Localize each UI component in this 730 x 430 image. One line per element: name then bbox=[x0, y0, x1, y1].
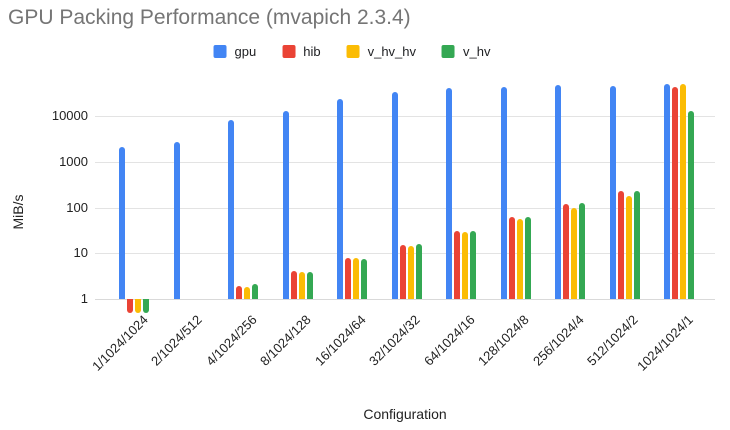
y-axis-title-text: MiB/s bbox=[10, 194, 26, 230]
x-tick-label-6: 64/1024/16 bbox=[420, 312, 478, 369]
bar-v_hv-0[interactable] bbox=[143, 299, 149, 313]
legend-item-gpu[interactable]: gpu bbox=[213, 44, 257, 59]
x-tick-label-8: 256/1024/4 bbox=[529, 312, 587, 369]
gridline-1000 bbox=[95, 162, 715, 163]
bar-gpu-5[interactable] bbox=[391, 92, 398, 299]
legend-label: hib bbox=[303, 44, 321, 59]
x-tick-label-4: 16/1024/64 bbox=[311, 312, 369, 369]
y-tick-label: 100 bbox=[66, 200, 88, 215]
legend-swatch-v_hv bbox=[442, 45, 456, 58]
bar-v_hv_hv-5[interactable] bbox=[407, 245, 414, 299]
bar-v_hv-5[interactable] bbox=[415, 243, 422, 299]
x-tick-label-2: 4/1024/256 bbox=[202, 312, 260, 369]
gridline-1 bbox=[95, 299, 715, 300]
bar-v_hv-6[interactable] bbox=[470, 230, 476, 299]
legend-item-v_hv_hv[interactable]: v_hv_hv bbox=[346, 44, 417, 59]
legend-item-v_hv[interactable]: v_hv bbox=[442, 44, 490, 59]
bar-v_hv_hv-9[interactable] bbox=[625, 196, 632, 299]
bar-v_hv_hv-2[interactable] bbox=[244, 287, 250, 299]
y-tick-label: 1000 bbox=[59, 154, 88, 169]
legend-swatch-gpu bbox=[213, 45, 227, 58]
bar-gpu-3[interactable] bbox=[282, 110, 289, 299]
bar-v_hv-8[interactable] bbox=[579, 203, 585, 299]
bar-gpu-1[interactable] bbox=[173, 142, 180, 299]
bar-v_hv-4[interactable] bbox=[361, 258, 367, 299]
bar-gpu-2[interactable] bbox=[228, 119, 234, 299]
bar-gpu-9[interactable] bbox=[609, 86, 616, 299]
bar-gpu-0[interactable] bbox=[119, 147, 125, 299]
y-tick-label: 1 bbox=[80, 291, 88, 306]
bar-v_hv_hv-7[interactable] bbox=[516, 219, 523, 299]
x-tick-label-5: 32/1024/32 bbox=[366, 312, 424, 369]
bar-hib-6[interactable] bbox=[454, 231, 460, 299]
bar-v_hv-7[interactable] bbox=[524, 216, 531, 299]
bar-v_hv-10[interactable] bbox=[688, 111, 694, 299]
bar-gpu-10[interactable] bbox=[664, 84, 670, 299]
bar-gpu-8[interactable] bbox=[555, 85, 561, 299]
chart-title: GPU Packing Performance (mvapich 2.3.4) bbox=[8, 6, 411, 29]
bar-v_hv_hv-0[interactable] bbox=[135, 299, 141, 313]
bar-hib-4[interactable] bbox=[345, 258, 351, 299]
bar-gpu-4[interactable] bbox=[337, 99, 343, 299]
bar-hib-3[interactable] bbox=[290, 271, 297, 299]
bar-gpu-6[interactable] bbox=[446, 88, 452, 299]
bar-v_hv-3[interactable] bbox=[306, 271, 313, 299]
bar-hib-10[interactable] bbox=[672, 87, 678, 299]
bar-v_hv_hv-4[interactable] bbox=[353, 258, 359, 299]
bar-hib-5[interactable] bbox=[399, 245, 406, 299]
bar-hib-7[interactable] bbox=[508, 216, 515, 299]
gridline-100 bbox=[95, 208, 715, 209]
bar-gpu-7[interactable] bbox=[500, 86, 507, 299]
x-tick-label-1: 2/1024/512 bbox=[148, 312, 206, 369]
x-axis-title: Configuration bbox=[363, 406, 447, 422]
bar-hib-9[interactable] bbox=[617, 190, 624, 299]
legend-swatch-hib bbox=[282, 45, 296, 58]
legend-label: v_hv_hv bbox=[367, 44, 417, 59]
x-tick-label-0: 1/1024/1024 bbox=[88, 312, 151, 374]
bar-v_hv-2[interactable] bbox=[252, 284, 258, 299]
y-tick-label: 10000 bbox=[51, 108, 88, 123]
x-tick-label-3: 8/1024/128 bbox=[257, 312, 315, 369]
bar-v_hv-9[interactable] bbox=[633, 191, 640, 299]
bar-hib-8[interactable] bbox=[563, 203, 569, 299]
y-tick-label: 10 bbox=[73, 245, 88, 260]
bar-v_hv_hv-6[interactable] bbox=[462, 232, 468, 299]
gridline-10000 bbox=[95, 116, 715, 117]
legend-swatch-v_hv_hv bbox=[346, 45, 360, 58]
x-tick-label-7: 128/1024/8 bbox=[475, 312, 533, 369]
legend-label: gpu bbox=[234, 44, 257, 59]
bar-v_hv_hv-8[interactable] bbox=[571, 207, 577, 299]
bar-hib-2[interactable] bbox=[236, 286, 242, 299]
legend-label: v_hv bbox=[463, 44, 491, 59]
bar-v_hv_hv-3[interactable] bbox=[298, 272, 305, 299]
legend-item-hib[interactable]: hib bbox=[282, 44, 321, 59]
bar-v_hv_hv-10[interactable] bbox=[680, 84, 686, 299]
x-tick-label-10: 1024/1024/1 bbox=[633, 312, 696, 374]
legend: gpu hib v_hv_hv v_hv bbox=[213, 44, 490, 59]
x-tick-label-9: 512/1024/2 bbox=[584, 312, 642, 369]
bar-hib-0[interactable] bbox=[127, 299, 133, 313]
